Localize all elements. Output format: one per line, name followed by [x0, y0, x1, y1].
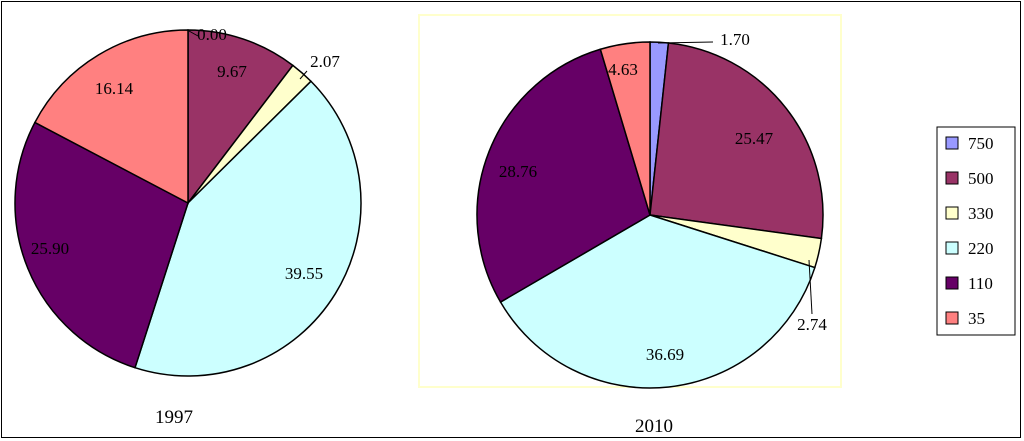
data-label-1997-220: 39.55	[285, 264, 323, 283]
slice-2010-220	[499, 214, 816, 389]
pie-2010: 1.70 25.47 2.74 36.69 28.76 4.63	[476, 30, 827, 389]
leader-line-2010-750	[657, 41, 714, 44]
data-label-2010-330: 2.74	[797, 315, 827, 334]
data-label-1997-110: 25.90	[31, 239, 69, 258]
legend-label-35: 35	[968, 309, 985, 328]
slice-2010-110	[476, 48, 651, 304]
leader-line-1997-750	[188, 30, 199, 37]
legend-swatch-750	[945, 136, 959, 150]
legend-swatch-110	[945, 276, 959, 290]
legend: 750 500 330 220 110 35	[936, 126, 1016, 336]
data-label-1997-750: 0.00	[197, 25, 227, 44]
pie-caption-1997: 1997	[155, 407, 193, 428]
slice-1997-110	[14, 121, 189, 369]
data-label-1997-35: 16.14	[95, 79, 134, 98]
data-label-2010-220: 36.69	[646, 345, 684, 364]
legend-label-220: 220	[968, 239, 994, 258]
leader-line-2010-330	[808, 259, 813, 315]
legend-label-750: 750	[968, 134, 994, 153]
data-label-2010-500: 25.47	[735, 129, 774, 148]
legend-box	[936, 126, 1016, 336]
legend-swatch-220	[945, 241, 959, 255]
legend-swatch-35	[945, 311, 959, 325]
pie-caption-2010: 2010	[635, 416, 673, 437]
slice-2010-35	[599, 41, 651, 216]
data-label-1997-330: 2.07	[310, 52, 340, 71]
legend-swatch-330	[945, 206, 959, 220]
data-label-2010-750: 1.70	[720, 30, 750, 49]
data-label-2010-35: 4.63	[608, 60, 638, 79]
legend-label-110: 110	[968, 274, 993, 293]
legend-label-330: 330	[968, 204, 994, 223]
slice-1997-220	[134, 80, 362, 377]
legend-swatch-500	[945, 171, 959, 185]
data-label-1997-500: 9.67	[217, 62, 247, 81]
legend-label-500: 500	[968, 169, 994, 188]
data-label-2010-110: 28.76	[499, 162, 537, 181]
pie-1997: 0.00 9.67 2.07 39.55 25.90 16.14	[14, 25, 362, 377]
slice-1997-35	[33, 29, 189, 205]
leader-line-1997-330	[299, 70, 308, 80]
slice-1997-500	[187, 29, 294, 206]
slice-2010-500	[649, 42, 824, 240]
